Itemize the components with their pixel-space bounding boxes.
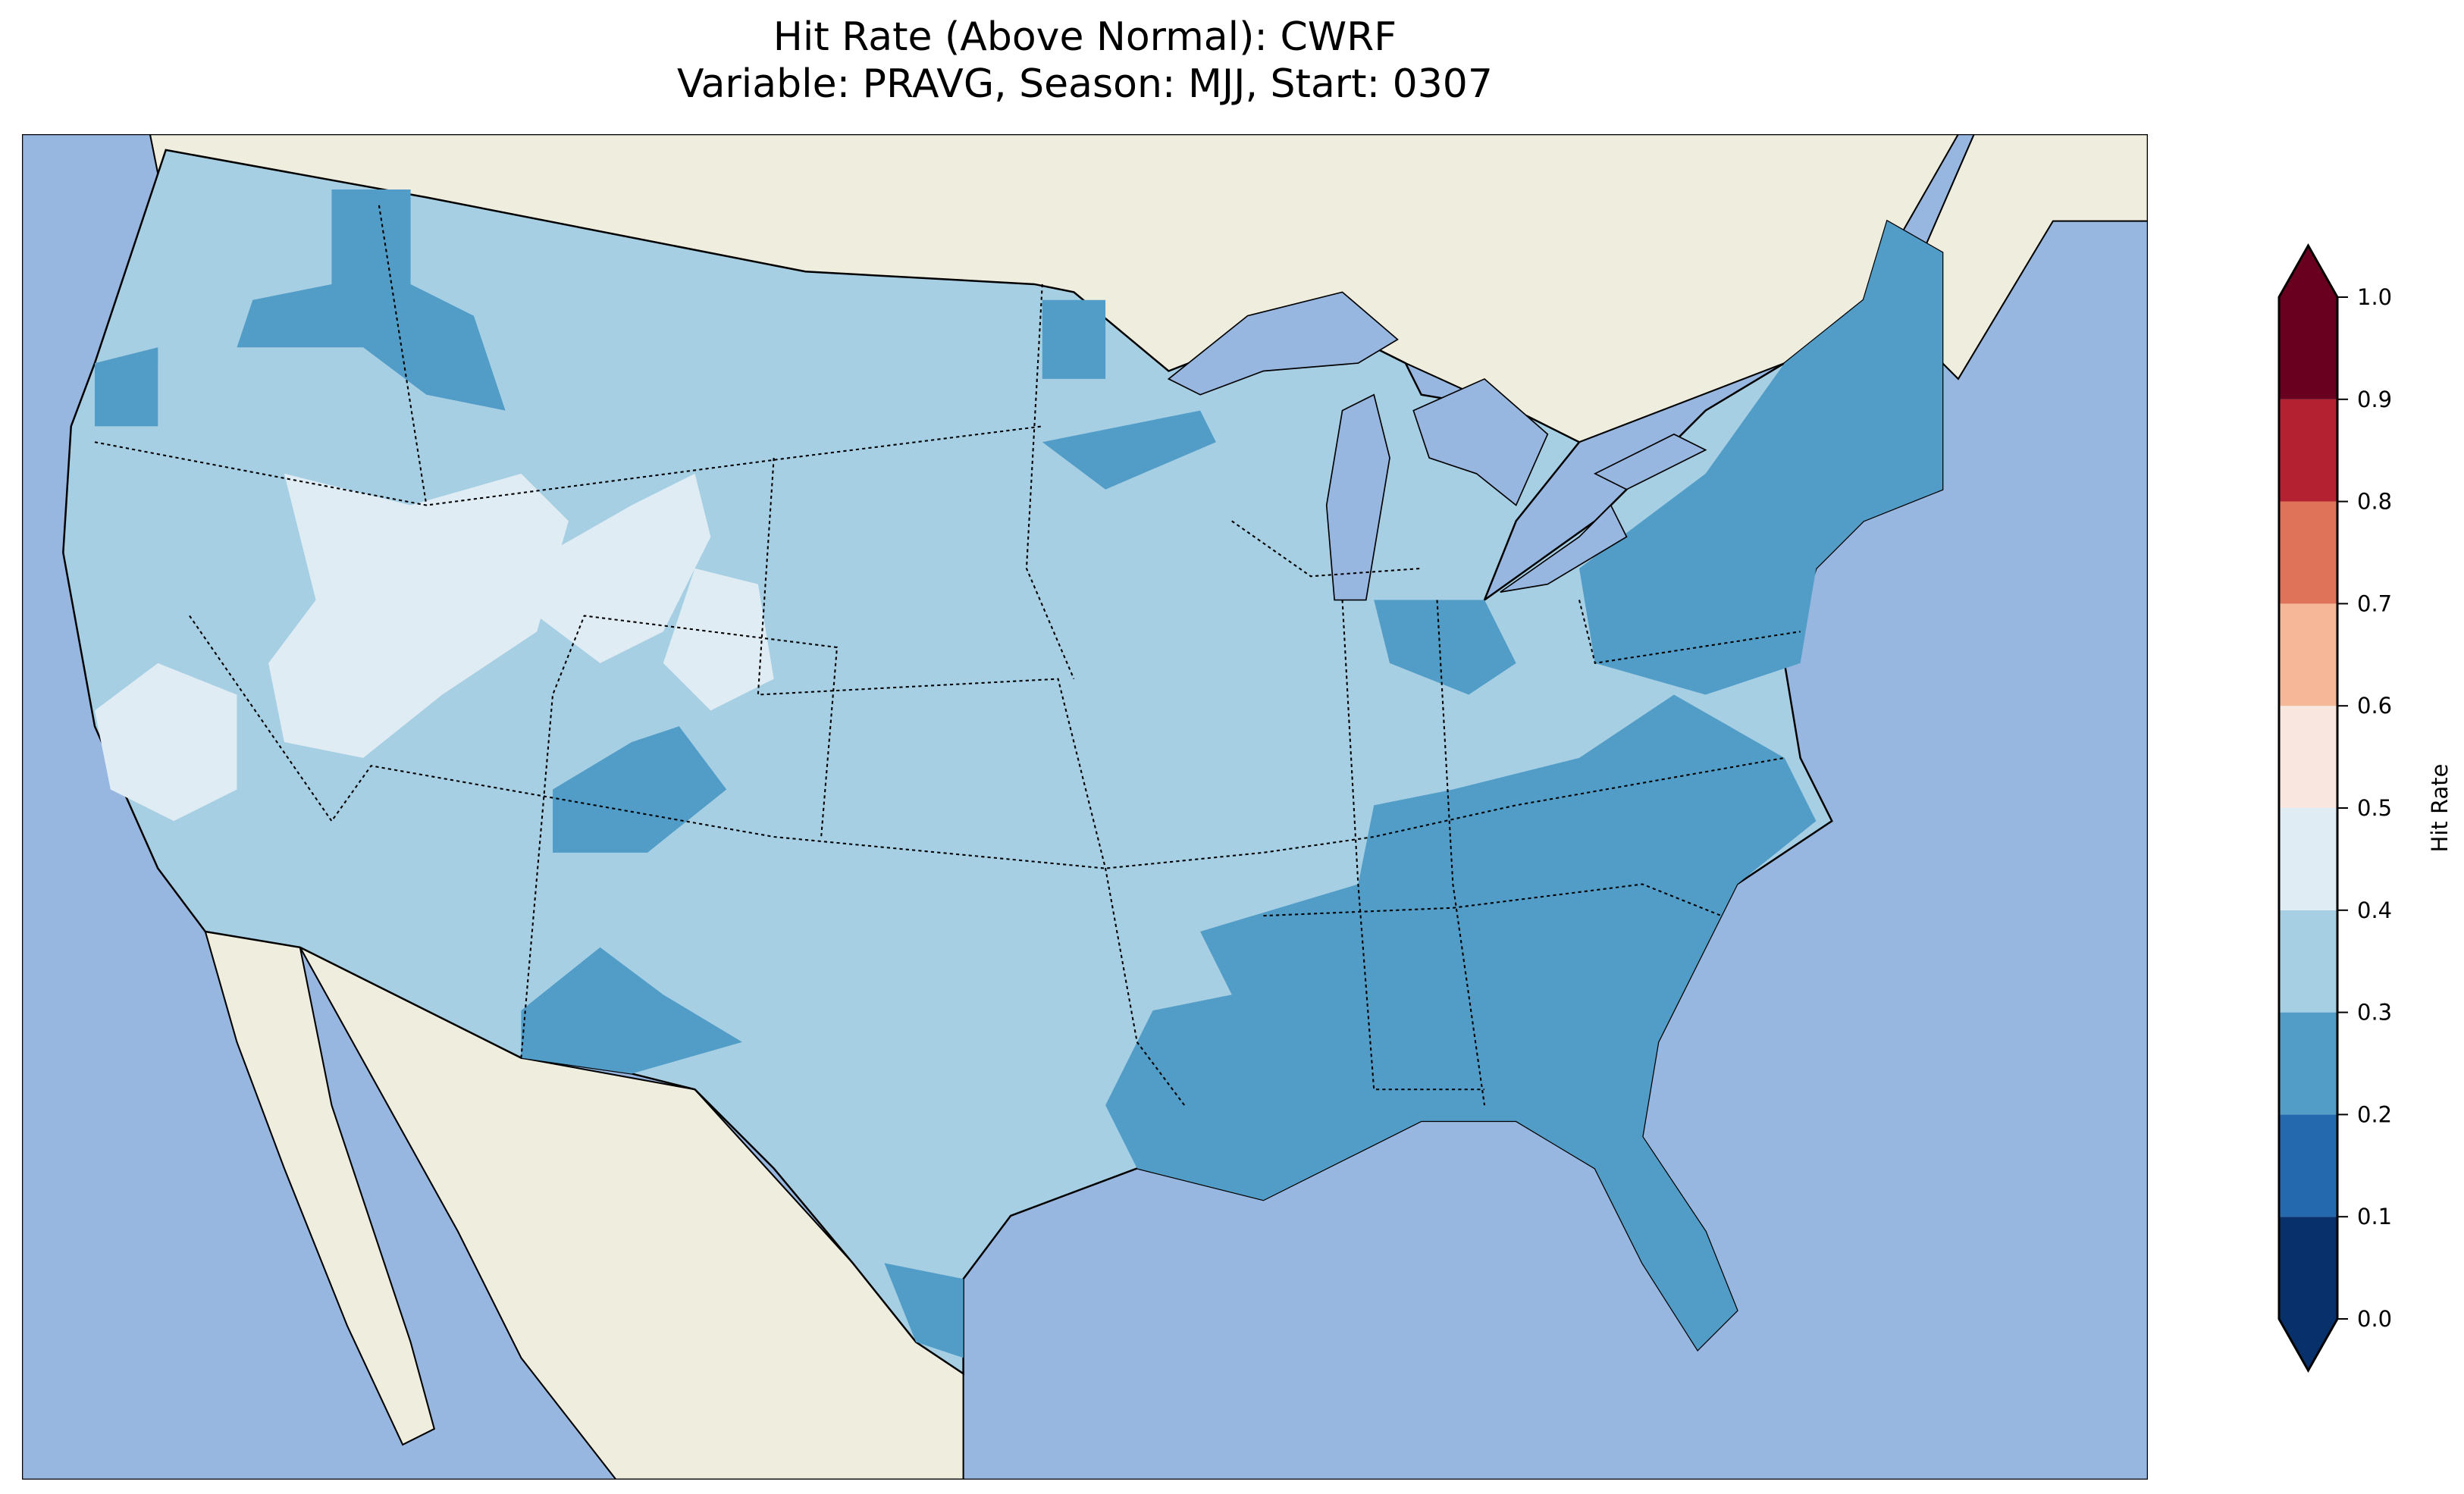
colorbar-segment	[2279, 603, 2337, 706]
map	[22, 134, 2148, 1480]
colorbar-segment	[2279, 910, 2337, 1013]
colorbar-tick-label: 0.7	[2357, 590, 2392, 616]
colorbar-extend-min	[2279, 1319, 2337, 1370]
colorbar-tick-label: 0.5	[2357, 795, 2392, 821]
great-lakes	[1167, 291, 1707, 601]
title-line-1: Hit Rate (Above Normal): CWRF	[773, 14, 1397, 60]
colorbar-tick-label: 0.6	[2357, 693, 2392, 719]
colorbar-segment	[2279, 1114, 2337, 1217]
colorbar-tick-label: 0.0	[2357, 1306, 2392, 1332]
colorbar-segment	[2279, 706, 2337, 808]
chart-title: Hit Rate (Above Normal): CWRF Variable: …	[22, 14, 2148, 108]
colorbar: 0.0 0.1 0.2 0.3 0.4 0.5 0.6 0.7 0.8 0.9 1.0 Hit Rat…	[2277, 243, 2453, 1373]
colorbar-segment	[2279, 297, 2337, 399]
high-hit-rate-areas	[94, 473, 774, 822]
low-hit-rate-areas	[94, 189, 1943, 1358]
colorbar-segment	[2279, 501, 2337, 604]
colorbar-tick-label: 0.2	[2357, 1101, 2392, 1127]
colorbar-label: Hit Rate	[2427, 764, 2453, 853]
state-borders	[94, 205, 1801, 1106]
title-line-2: Variable: PRAVG, Season: MJJ, Start: 030…	[677, 61, 1493, 107]
colorbar-tick-label: 0.8	[2357, 489, 2392, 515]
colorbar-tick-label: 0.3	[2357, 1000, 2392, 1026]
colorbar-segment	[2279, 1217, 2337, 1319]
colorbar-segment	[2279, 1012, 2337, 1115]
baja-land	[204, 930, 436, 1446]
colorbar-segment	[2279, 399, 2337, 502]
colorbar-tick-label: 0.9	[2357, 387, 2392, 412]
colorbar-extend-max	[2279, 246, 2337, 297]
colorbar-tick-label: 0.4	[2357, 897, 2392, 923]
colorbar-segment	[2279, 808, 2337, 910]
colorbar-tick-label: 1.0	[2357, 284, 2392, 310]
colorbar-tick-label: 0.1	[2357, 1204, 2392, 1229]
